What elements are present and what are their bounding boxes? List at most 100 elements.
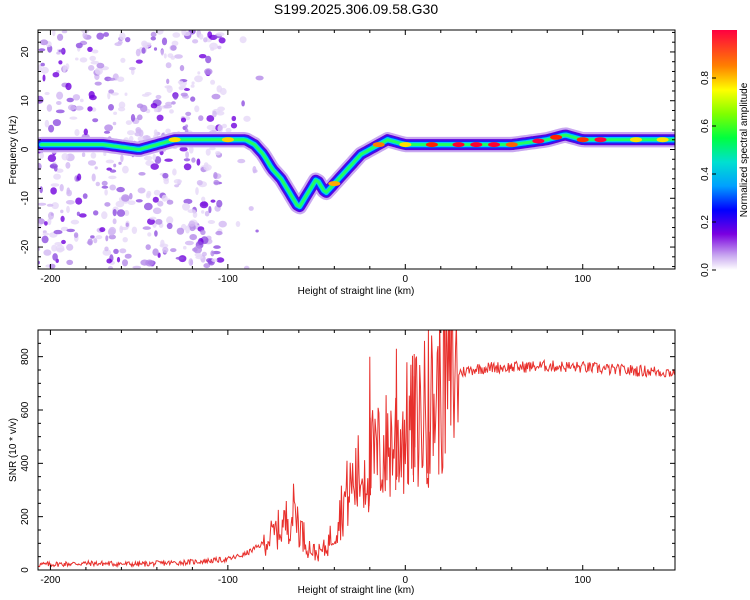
ridge-hotspot xyxy=(576,137,589,143)
noise-blob xyxy=(78,213,87,218)
noise-blob xyxy=(248,206,254,211)
noise-blob xyxy=(74,129,80,136)
noise-blob xyxy=(155,218,163,225)
noise-blob xyxy=(255,75,264,81)
noise-blob xyxy=(135,199,143,203)
noise-blob xyxy=(152,248,159,256)
snr-plot: -200 -100 0 100 0 200 400 600 800 Height of stra… xyxy=(8,329,676,596)
noise-blob xyxy=(195,187,199,196)
noise-blob xyxy=(122,259,128,267)
noise-blob xyxy=(94,166,98,170)
noise-blob xyxy=(87,160,97,166)
noise-blob xyxy=(210,250,215,257)
noise-blob xyxy=(101,180,108,186)
snr-spike xyxy=(413,353,416,483)
noise-blob xyxy=(48,263,56,269)
noise-blob xyxy=(129,192,133,200)
noise-blob xyxy=(55,168,64,173)
noise-blob xyxy=(162,246,169,254)
noise-blob xyxy=(121,194,130,202)
noise-blob xyxy=(179,65,185,72)
noise-blob xyxy=(60,215,65,222)
snr-spike xyxy=(395,348,398,491)
noise-blob xyxy=(48,124,55,133)
ridge-hotspot xyxy=(470,142,483,148)
colorbar-tick-label: 0.4 xyxy=(700,167,711,181)
noise-blob xyxy=(154,230,158,237)
noise-blob xyxy=(51,244,57,252)
noise-blob xyxy=(77,173,82,181)
y-tick-label: 0 xyxy=(20,567,31,573)
noise-blob xyxy=(52,253,58,261)
noise-blob xyxy=(239,36,247,44)
noise-blob xyxy=(241,100,245,107)
noise-blob xyxy=(191,81,195,85)
noise-blob xyxy=(88,65,95,71)
noise-blob xyxy=(143,202,153,211)
noise-blob xyxy=(153,47,158,51)
noise-blob xyxy=(174,54,183,59)
noise-blob xyxy=(104,246,109,252)
noise-blob xyxy=(127,200,136,205)
noise-blob xyxy=(99,227,106,233)
noise-blob xyxy=(147,218,155,225)
noise-blob xyxy=(163,104,173,109)
noise-blob xyxy=(38,95,44,104)
ridge-hotspot xyxy=(399,142,412,148)
noise-blob xyxy=(88,91,95,99)
noise-blob xyxy=(73,232,79,239)
noise-blob xyxy=(116,76,125,82)
noise-blob xyxy=(61,153,69,161)
noise-blob xyxy=(171,40,179,46)
noise-blob xyxy=(113,163,117,168)
noise-blob xyxy=(87,46,93,53)
noise-blob xyxy=(72,94,81,101)
noise-blob xyxy=(51,202,59,210)
noise-blob xyxy=(190,84,195,88)
noise-blob xyxy=(125,37,131,43)
noise-blob xyxy=(181,30,187,36)
noise-blob xyxy=(94,67,103,75)
noise-blob xyxy=(218,220,227,228)
noise-blob xyxy=(196,158,201,166)
noise-blob xyxy=(50,187,57,195)
noise-blob xyxy=(131,226,138,234)
noise-blob xyxy=(47,154,57,162)
noise-blob xyxy=(207,220,216,224)
noise-blob xyxy=(185,111,192,116)
noise-blob xyxy=(116,209,126,217)
noise-blob xyxy=(203,37,208,43)
noise-blob xyxy=(147,232,152,237)
spectrogram-x-label: Height of straight line (km) xyxy=(298,286,415,297)
noise-blob xyxy=(145,259,155,267)
noise-blob xyxy=(112,121,117,126)
noise-blob xyxy=(152,196,159,203)
noise-blob xyxy=(165,128,171,134)
noise-blob xyxy=(146,190,152,197)
noise-blob xyxy=(180,117,187,123)
noise-blob xyxy=(207,31,213,39)
noise-blob xyxy=(66,243,74,251)
noise-blob xyxy=(96,62,105,69)
ridge-hotspot xyxy=(488,142,500,148)
noise-blob xyxy=(66,205,70,214)
noise-blob xyxy=(153,129,158,137)
noise-blob xyxy=(38,48,46,52)
noise-blob xyxy=(199,201,209,209)
noise-blob xyxy=(128,66,136,71)
noise-blob xyxy=(120,154,124,163)
noise-blob xyxy=(188,220,196,227)
noise-blob xyxy=(91,107,97,112)
noise-blob xyxy=(194,105,200,113)
noise-blob xyxy=(150,31,157,38)
noise-blob xyxy=(190,96,196,102)
snr-y-label: SNR (10 * v/v) xyxy=(8,418,19,482)
noise-blob xyxy=(189,234,197,241)
noise-blob xyxy=(108,234,117,240)
ridge-hotspot xyxy=(221,137,234,143)
ridge-hotspot xyxy=(656,137,669,143)
noise-blob xyxy=(104,189,108,196)
noise-blob xyxy=(118,106,126,112)
noise-blob xyxy=(163,53,167,59)
